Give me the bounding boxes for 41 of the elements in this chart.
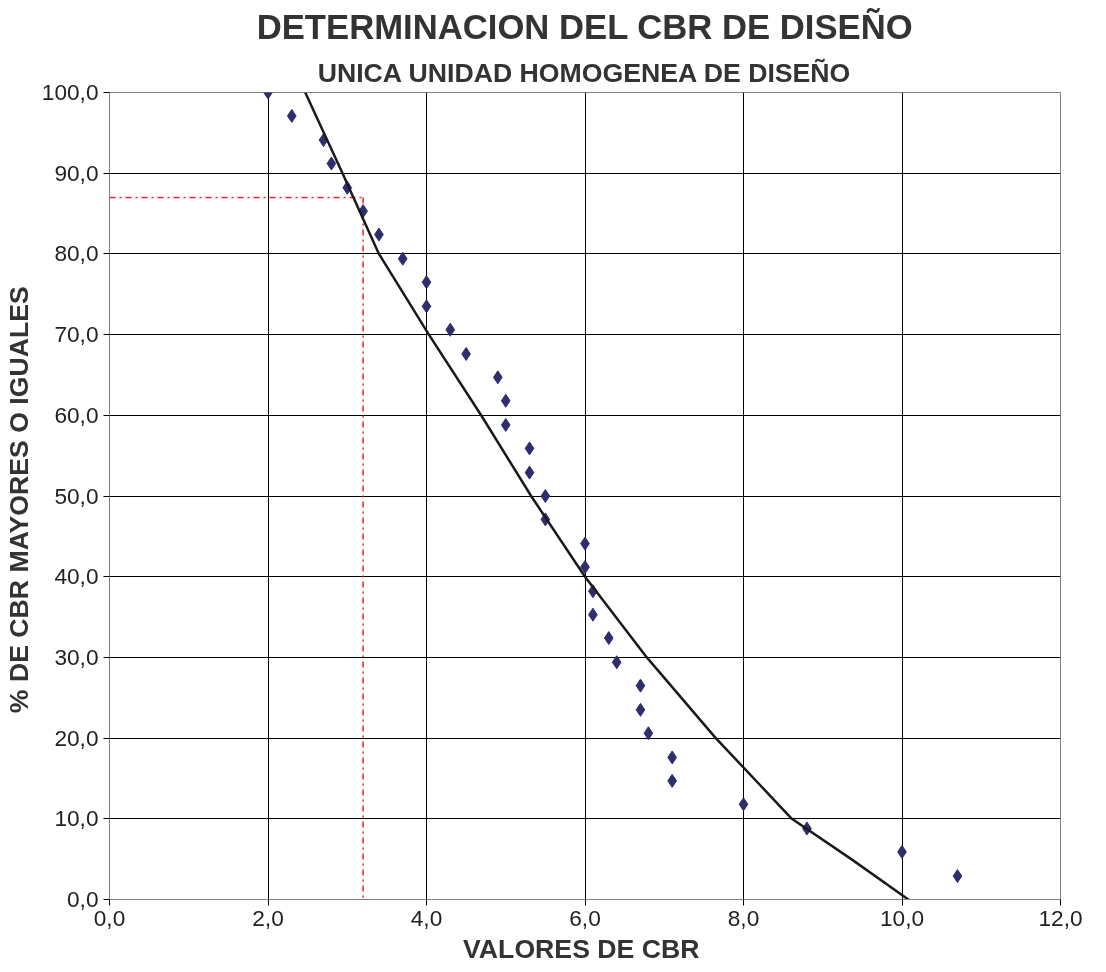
point [500, 393, 511, 408]
x-tick-label: 4,0 [410, 904, 443, 931]
y-tick-label: 100,0 [41, 79, 99, 105]
y-tick-label: 70,0 [54, 321, 99, 348]
point [421, 275, 432, 290]
point [421, 299, 432, 314]
point [397, 251, 408, 266]
x-tick-label: 6,0 [569, 904, 601, 931]
point [540, 489, 551, 503]
y-tick-label: 20,0 [54, 724, 99, 751]
y-tick-label: 10,0 [54, 805, 99, 832]
y-tick-label: 80,0 [54, 240, 99, 267]
point [738, 797, 749, 812]
point [635, 702, 646, 717]
chart-subtitle: UNICA UNIDAD HOMOGENEA DE DISEÑO [317, 57, 851, 88]
y-axis-title: % DE CBR MAYORES O IGUALES [3, 286, 34, 714]
y-tick-label: 30,0 [54, 643, 99, 670]
point [524, 465, 535, 480]
point [643, 726, 654, 741]
point [492, 370, 503, 385]
x-axis-title: VALORES DE CBR [463, 933, 700, 964]
point [667, 750, 678, 765]
point [952, 869, 963, 884]
point [445, 322, 456, 337]
y-tick-label: 90,0 [54, 159, 99, 186]
x-tick-label: 12,0 [1038, 904, 1083, 931]
point [524, 441, 535, 456]
point [635, 678, 646, 693]
y-tick-label: 40,0 [54, 563, 99, 590]
x-tick-label: 2,0 [252, 904, 284, 931]
x-tick-label: 10,0 [879, 904, 925, 931]
point [326, 156, 337, 171]
chart-title: DETERMINACION DEL CBR DE DISEÑO [256, 7, 913, 46]
point [667, 773, 678, 788]
y-tick-label: 60,0 [54, 401, 99, 428]
point [286, 108, 297, 123]
point [603, 631, 614, 646]
point [611, 655, 622, 670]
x-tick-label: 8,0 [727, 904, 760, 931]
point [500, 417, 511, 432]
y-tick-label: 50,0 [54, 482, 99, 509]
